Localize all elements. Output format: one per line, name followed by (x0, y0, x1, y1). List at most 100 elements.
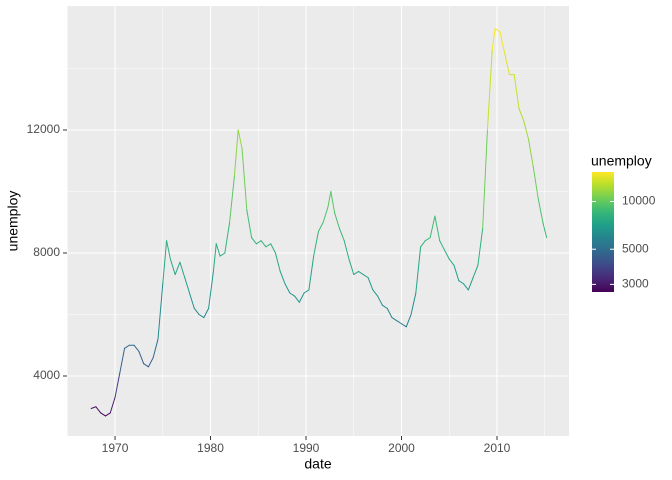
x-tick-label: 1970 (102, 441, 129, 455)
line-segment (298, 292, 305, 303)
colorbar (592, 172, 614, 292)
line-segment (251, 237, 257, 245)
line-segment (215, 243, 221, 257)
line-segment (317, 221, 324, 232)
line-segment (453, 264, 460, 282)
line-segment (391, 317, 398, 322)
x-tick-label: 1990 (293, 441, 320, 455)
line-segment (104, 412, 111, 417)
line-segment (233, 129, 239, 177)
line-segment (157, 283, 164, 340)
line-segment (396, 320, 403, 325)
line-segment (303, 289, 310, 294)
line-segment (246, 209, 253, 239)
line-segment (348, 258, 355, 276)
line-segment (420, 240, 426, 248)
line-segment (504, 52, 510, 76)
line-segment (429, 215, 436, 239)
line-segment (415, 246, 422, 294)
line-segment (138, 350, 145, 365)
colorbar-label: 10000 (622, 194, 656, 208)
line-segment (499, 31, 506, 54)
x-axis-title: date (304, 456, 331, 472)
x-tick-label: 1980 (197, 441, 224, 455)
line-segment (109, 397, 116, 414)
line-segment (174, 261, 181, 276)
line-segment (532, 166, 539, 199)
line-segment (477, 227, 484, 266)
line-segment (327, 191, 332, 208)
line-segment (472, 264, 479, 279)
line-segment (330, 191, 336, 214)
line-segment (152, 338, 159, 359)
line-segment (265, 243, 272, 248)
line-segment (386, 307, 393, 319)
line-segment (114, 372, 121, 399)
panel (67, 6, 569, 436)
line-segment (313, 230, 319, 257)
line-segment (184, 277, 191, 294)
line-segment (203, 307, 210, 319)
line-segment (338, 227, 345, 242)
line-segment (274, 252, 281, 272)
line-segment (133, 344, 140, 352)
line-segment (467, 277, 474, 291)
line-segment (208, 270, 214, 309)
x-tick-label: 2010 (484, 441, 511, 455)
y-tick-label: 4000 (33, 368, 60, 382)
line-segment (334, 212, 340, 229)
line-segment (358, 270, 364, 276)
legend-title: unemploy (591, 153, 652, 169)
line-segment (401, 323, 407, 328)
line-segment (124, 344, 130, 349)
line-segment (482, 129, 488, 229)
line-segment (308, 255, 315, 291)
line-segment (523, 120, 530, 140)
line-segment (362, 274, 369, 279)
y-axis-title: unemploy (5, 191, 21, 252)
line-segment (193, 307, 200, 316)
line-segment (284, 283, 291, 294)
line-segment (448, 258, 455, 266)
line-segment (322, 206, 329, 223)
line-segment (95, 406, 102, 414)
x-tick-label: 2000 (388, 441, 415, 455)
line-segment (463, 283, 469, 291)
line-segment (100, 412, 106, 417)
line-segment (491, 28, 496, 51)
line-segment (166, 240, 171, 260)
line-segment (513, 74, 520, 109)
line-segment (381, 304, 388, 309)
line-segment (179, 261, 186, 279)
line-segment (260, 240, 267, 248)
line-segment (162, 240, 168, 285)
line-segment (377, 295, 383, 306)
line-segment (494, 28, 501, 33)
line-segment (367, 277, 374, 291)
line-segment (255, 240, 262, 245)
colorbar-label: 5000 (622, 241, 649, 255)
line-segment (90, 406, 97, 409)
line-segment (405, 314, 412, 328)
line-segment (279, 270, 286, 285)
line-segment (424, 237, 431, 242)
line-segment (237, 129, 243, 149)
line-segment (169, 258, 176, 276)
line-segment (410, 292, 417, 316)
line-segment (458, 280, 465, 285)
line-segment (189, 292, 195, 309)
line-segment (241, 147, 248, 211)
line-segment (528, 138, 534, 168)
line-segment (143, 363, 149, 368)
line-segment (212, 243, 217, 272)
line-segment (198, 314, 205, 319)
line-segment (119, 347, 126, 374)
line-segment (229, 175, 235, 223)
line-segment (147, 357, 154, 368)
line-segment (486, 49, 493, 131)
line-segment (353, 270, 360, 276)
line-segment (343, 240, 350, 260)
y-tick-label: 8000 (33, 245, 60, 259)
